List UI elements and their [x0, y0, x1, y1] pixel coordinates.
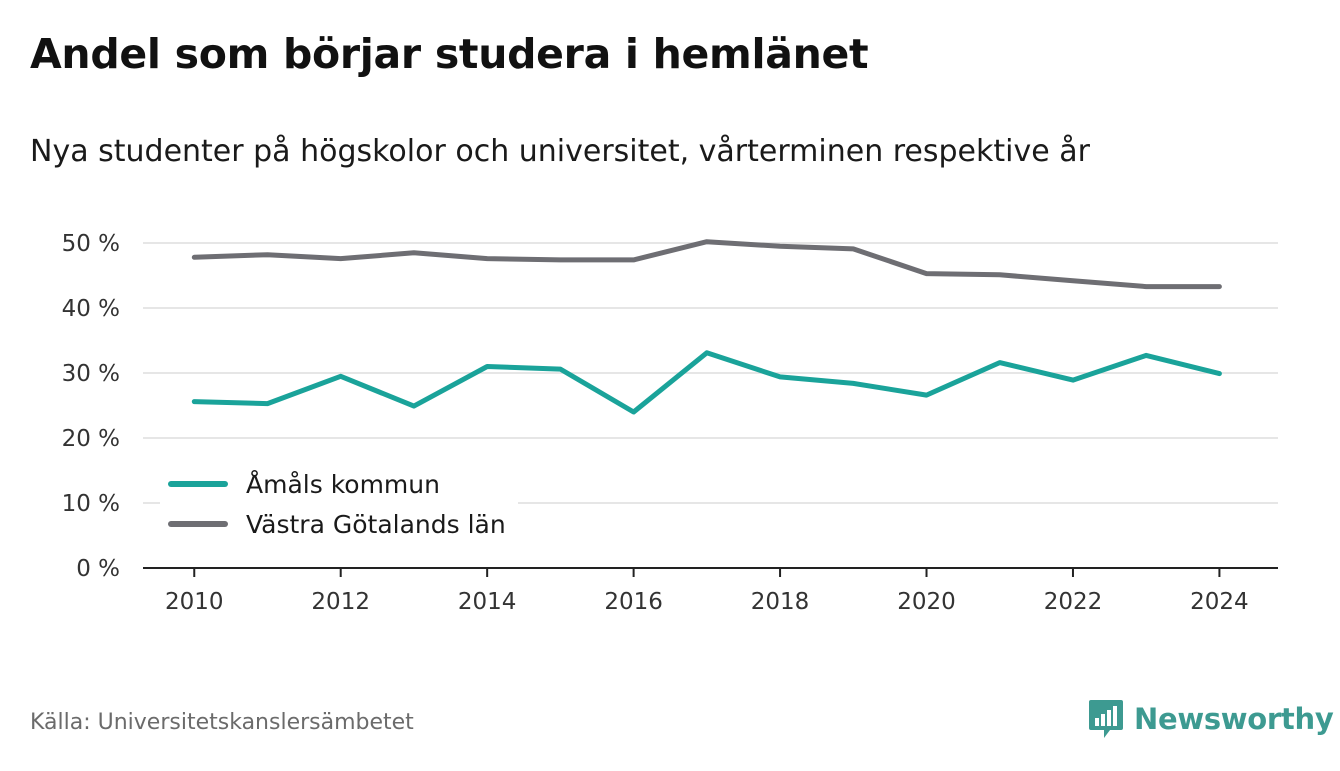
x-tick-label-2024: 2024 [1190, 589, 1249, 615]
chart-subtitle: Nya studenter på högskolor och universit… [30, 134, 1090, 169]
y-tick-label-40: 40 % [62, 296, 120, 322]
legend-item-series-1: Åmåls kommun [168, 464, 506, 504]
legend-item-series-2: Västra Götalands län [168, 504, 506, 544]
brand[interactable]: Newsworthy [1088, 698, 1334, 740]
series-line-2 [191, 239, 1222, 290]
legend-label-series-1: Åmåls kommun [246, 469, 440, 499]
legend-label-series-2: Västra Götalands län [246, 509, 506, 539]
legend: Åmåls kommun Västra Götalands län [160, 460, 518, 548]
legend-swatch-series-1 [168, 481, 228, 487]
y-tick-label-0: 0 % [76, 556, 120, 582]
y-tick-label-20: 20 % [62, 426, 120, 452]
y-tick-label-30: 30 % [62, 361, 120, 387]
x-tick-label-2022: 2022 [1044, 589, 1103, 615]
x-tick-label-2020: 2020 [897, 589, 956, 615]
y-tick-label-10: 10 % [62, 491, 120, 517]
source-note: Källa: Universitetskanslersämbetet [30, 710, 414, 735]
series-line-1 [191, 350, 1222, 415]
y-tick-label-50: 50 % [62, 231, 120, 257]
brand-name: Newsworthy [1134, 702, 1334, 736]
x-tick-label-2016: 2016 [604, 589, 663, 615]
x-tick-label-2014: 2014 [458, 589, 517, 615]
newsworthy-logo-icon [1089, 700, 1123, 738]
legend-swatch-series-2 [168, 521, 228, 527]
x-tick-label-2010: 2010 [165, 589, 224, 615]
chart-title: Andel som börjar studera i hemlänet [30, 30, 869, 78]
x-tick-label-2018: 2018 [751, 589, 810, 615]
x-tick-label-2012: 2012 [311, 589, 370, 615]
